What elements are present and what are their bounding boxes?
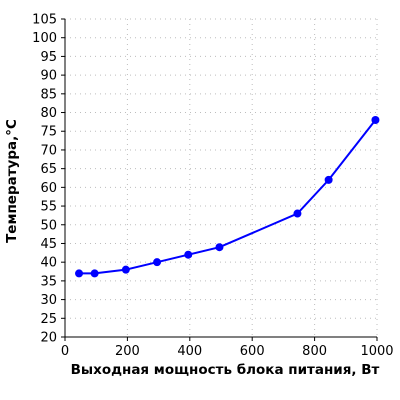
y-axis-title: Температура,°C	[4, 119, 20, 243]
series-line-0	[79, 119, 377, 275]
x-tick-label-5: 1000	[360, 344, 393, 359]
y-tick-label-2: 30	[40, 293, 57, 308]
y-tick-label-15: 95	[40, 50, 57, 65]
data-point-0-7	[324, 175, 333, 184]
data-point-0-6	[293, 209, 302, 218]
axes	[64, 19, 377, 338]
data-point-0-3	[153, 258, 162, 267]
data-point-0-4	[184, 250, 193, 259]
y-tick-label-11: 75	[40, 125, 57, 140]
y-tick-label-14: 90	[40, 69, 57, 84]
data-point-0-2	[121, 265, 130, 274]
x-tick-label-0: 0	[61, 344, 69, 359]
data-point-0-5	[215, 243, 224, 252]
y-tick-label-5: 45	[40, 237, 57, 252]
y-tick-label-17: 105	[32, 13, 57, 28]
x-axis-ticks: 0 200 400 600 800 1000	[61, 337, 394, 359]
x-axis-title: Выходная мощность блока питания, Вт	[71, 362, 380, 378]
grid	[65, 18, 378, 337]
y-tick-label-1: 25	[40, 312, 57, 327]
x-tick-label-2: 400	[177, 344, 202, 359]
y-tick-label-0: 20	[40, 331, 57, 346]
y-tick-label-13: 85	[40, 87, 57, 102]
y-tick-label-12: 80	[40, 106, 57, 121]
y-tick-label-9: 65	[40, 162, 57, 177]
x-tick-label-3: 600	[240, 344, 265, 359]
x-tick-label-1: 200	[115, 344, 140, 359]
data-point-0-0	[75, 269, 84, 278]
y-tick-label-3: 35	[40, 274, 57, 289]
y-tick-label-7: 55	[40, 200, 57, 215]
data-point-0-1	[90, 269, 99, 278]
y-tick-label-10: 70	[40, 143, 57, 158]
y-tick-label-8: 60	[40, 181, 57, 196]
y-tick-label-4: 40	[40, 256, 57, 271]
y-tick-label-6: 50	[40, 218, 57, 233]
y-axis-ticks: 20 25 30 35 40 45 50 55 60 65 70 75 80 85 90 95 100 105	[32, 13, 65, 346]
y-tick-label-16: 100	[32, 31, 57, 46]
series-layer	[75, 116, 380, 278]
x-tick-label-4: 800	[302, 344, 327, 359]
data-point-0-8	[371, 116, 380, 125]
